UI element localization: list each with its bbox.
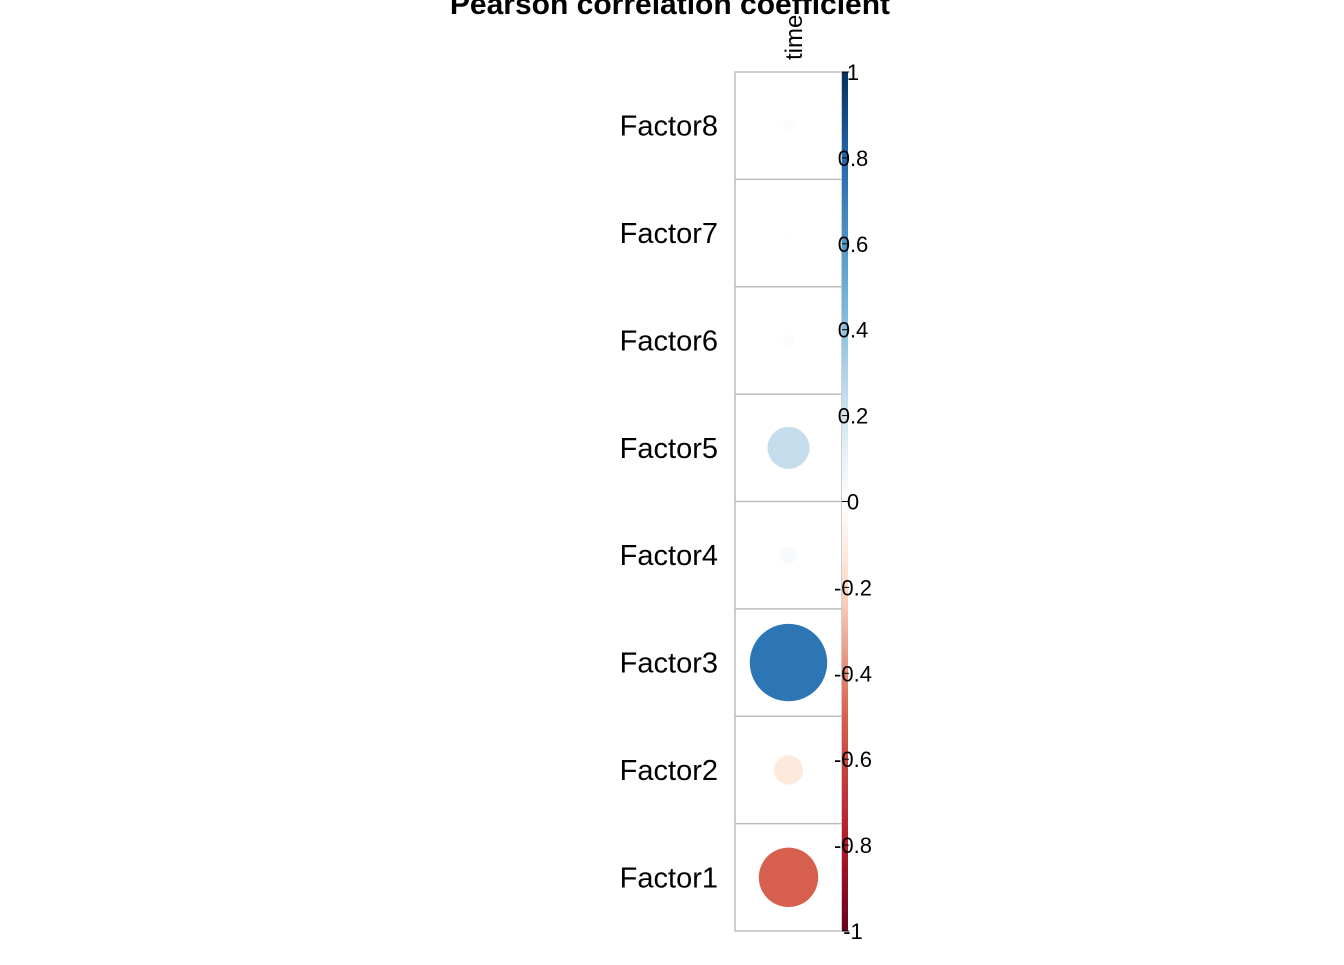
colorbar-tick-label: 0.6	[838, 232, 869, 257]
row-label-factor3: Factor3	[620, 648, 718, 680]
colorbar-tick-label: 0.4	[838, 318, 869, 343]
row-label-factor2: Factor2	[620, 755, 718, 787]
circle-marks	[749, 119, 828, 908]
row-labels: Factor8 Factor7 Factor6 Factor5 Factor4 Facto…	[620, 111, 718, 895]
colorbar-tick-label: 1	[847, 60, 859, 85]
corr-circle-factor2	[773, 755, 804, 785]
row-label-factor7: Factor7	[620, 218, 718, 250]
corr-circle-factor3	[749, 623, 828, 702]
colorbar-tick-label: -0.4	[834, 661, 872, 686]
corr-circle-factor7	[784, 228, 793, 238]
colorbar-tick-label: -1	[843, 919, 863, 944]
corr-circle-factor8	[782, 119, 795, 132]
corr-circle-factor6	[782, 334, 795, 347]
colorbar-tick-label: -0.6	[834, 747, 872, 772]
row-label-factor8: Factor8	[620, 111, 718, 143]
chart-title: Pearson correlation coefficient	[450, 0, 890, 21]
row-label-factor6: Factor6	[620, 325, 718, 357]
row-label-factor4: Factor4	[620, 540, 718, 572]
colorbar-tick-label: -0.8	[834, 833, 872, 858]
corr-circle-factor4	[780, 546, 797, 564]
grid	[734, 71, 843, 932]
column-label: time	[781, 15, 808, 60]
row-label-factor5: Factor5	[620, 433, 718, 465]
corr-circle-factor1	[758, 847, 819, 908]
colorbar-ticks: 1 0.8 0.6 0.4 0.2 0 -0.2 -0.4 -0.6 -0.8 -1	[834, 60, 872, 944]
colorbar-tick-label: 0.2	[838, 404, 869, 429]
colorbar-tick-label: 0	[847, 490, 859, 515]
corr-circle-factor5	[767, 426, 810, 469]
colorbar-tick-label: 0.8	[838, 146, 869, 171]
row-label-factor1: Factor1	[620, 862, 718, 894]
colorbar-tick-label: -0.2	[834, 575, 872, 600]
